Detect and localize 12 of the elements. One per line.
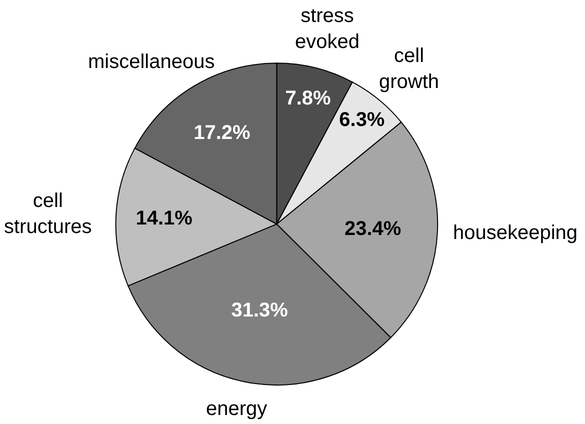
slice-label: miscellaneous	[88, 51, 215, 73]
data-label: 14.1%	[136, 208, 193, 230]
data-label: 6.3%	[339, 109, 385, 132]
slice-label: cell structures	[4, 190, 92, 238]
data-label: 23.4%	[344, 218, 402, 240]
data-label: 31.3%	[231, 299, 288, 322]
slice-label: housekeeping	[453, 222, 578, 244]
slice-label: energy	[206, 398, 268, 420]
slice-label: cell growth	[379, 45, 440, 93]
slice-label: stress evoked	[295, 5, 360, 53]
data-label: 17.2%	[194, 122, 251, 144]
data-label: 7.8%	[285, 87, 331, 110]
